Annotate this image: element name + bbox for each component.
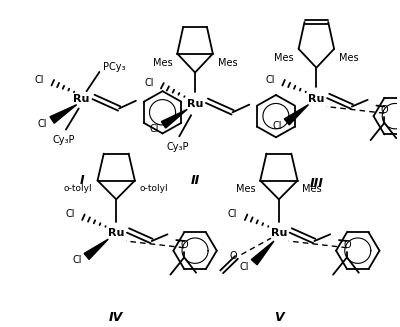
Polygon shape — [50, 105, 77, 123]
Text: Mes: Mes — [153, 58, 172, 68]
Polygon shape — [284, 105, 308, 125]
Text: Cl: Cl — [228, 209, 238, 219]
Text: Ru: Ru — [187, 99, 203, 109]
Text: Mes: Mes — [339, 53, 359, 63]
Text: Cl: Cl — [240, 262, 249, 272]
Text: Ru: Ru — [308, 94, 324, 104]
Text: Ru: Ru — [271, 228, 287, 238]
Text: Mes: Mes — [274, 53, 294, 63]
Text: o-tolyl: o-tolyl — [64, 184, 93, 193]
Text: Cl: Cl — [38, 119, 47, 129]
Text: PCy₃: PCy₃ — [103, 62, 126, 72]
Text: Cl: Cl — [149, 124, 158, 134]
Text: Cl: Cl — [272, 121, 282, 131]
Text: III: III — [310, 177, 323, 190]
Text: Mes: Mes — [218, 58, 237, 68]
Text: V: V — [274, 311, 284, 324]
Text: Cl: Cl — [65, 209, 75, 219]
Polygon shape — [84, 239, 108, 259]
Text: Cy₃P: Cy₃P — [53, 135, 75, 146]
Text: I: I — [79, 174, 84, 187]
Text: II: II — [190, 174, 200, 187]
Text: Cy₃P: Cy₃P — [166, 142, 188, 152]
Polygon shape — [251, 241, 274, 265]
Text: O: O — [230, 251, 238, 261]
Text: Cl: Cl — [72, 255, 82, 265]
Text: IV: IV — [109, 311, 123, 324]
Text: Cl: Cl — [144, 77, 154, 88]
Text: Mes: Mes — [236, 184, 255, 194]
Text: Cl: Cl — [35, 75, 44, 85]
Text: O: O — [180, 240, 188, 250]
Text: O: O — [380, 105, 388, 115]
Text: Ru: Ru — [108, 228, 124, 238]
Polygon shape — [161, 110, 187, 128]
Text: Ru: Ru — [74, 94, 90, 104]
Text: Mes: Mes — [302, 184, 322, 194]
Text: Cl: Cl — [266, 75, 275, 85]
Text: o-tolyl: o-tolyl — [140, 184, 168, 193]
Text: O: O — [343, 240, 351, 250]
